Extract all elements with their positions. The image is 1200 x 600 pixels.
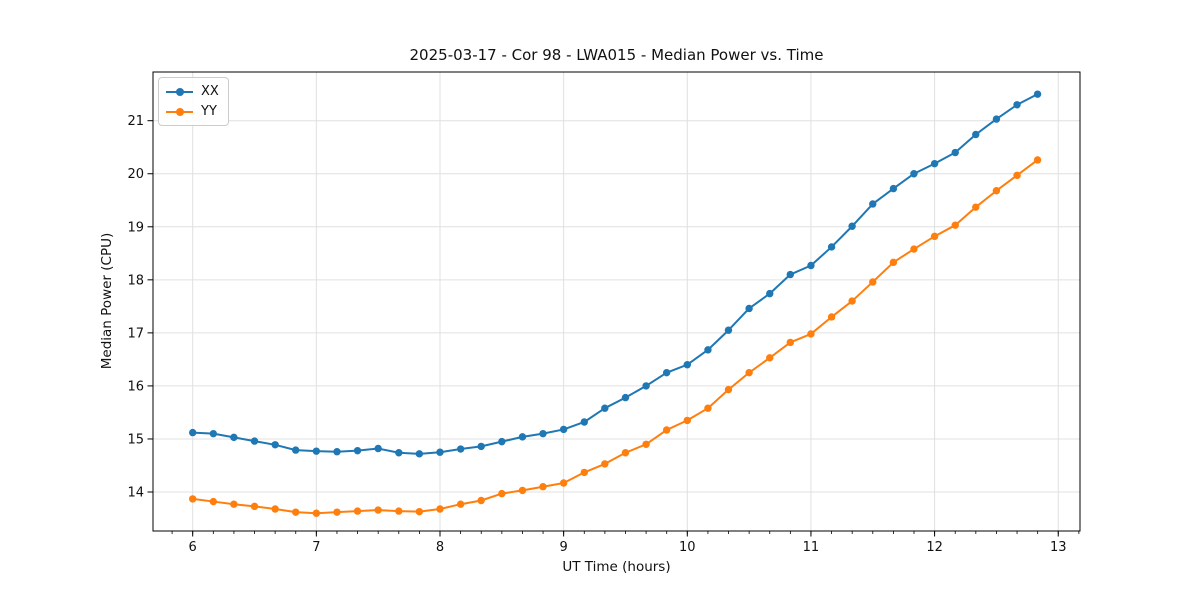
x-axis-label: UT Time (hours)	[562, 559, 671, 575]
y-axis-label: Median Power (CPU)	[99, 232, 115, 370]
axis-tick-labels: 6 7 8 9 10 11 12 13 14 15 16 17 18 19 20 21	[127, 114, 1066, 555]
legend-label-yy: YY	[201, 104, 217, 119]
x-tick-label: 9	[559, 540, 567, 555]
x-tick-label: 12	[926, 540, 943, 555]
axis-ticks	[147, 120, 1080, 537]
legend-item-xx: XX	[166, 84, 219, 99]
series-markers-yy	[188, 156, 1042, 517]
x-tick-label: 8	[436, 540, 444, 555]
legend-line-marker-icon	[166, 87, 193, 97]
legend-line-marker-icon	[166, 107, 193, 117]
legend-label-xx: XX	[201, 84, 219, 99]
y-tick-label: 15	[127, 432, 144, 447]
y-tick-label: 19	[127, 220, 144, 235]
series-line-yy	[191, 158, 1039, 515]
x-tick-label: 10	[679, 540, 696, 555]
x-tick-label: 11	[803, 540, 820, 555]
y-tick-label: 18	[127, 273, 144, 288]
x-tick-label: 7	[312, 540, 320, 555]
series-line-xx	[191, 93, 1039, 455]
legend-item-yy: YY	[166, 104, 219, 119]
series-markers-xx	[188, 90, 1042, 458]
legend: XX YY	[158, 77, 229, 126]
series-xx	[188, 90, 1042, 458]
y-tick-label: 20	[127, 167, 144, 182]
y-tick-label: 21	[127, 114, 144, 129]
axes-spines	[152, 71, 1081, 532]
x-tick-label: 6	[189, 540, 197, 555]
x-tick-label: 13	[1050, 540, 1067, 555]
y-tick-label: 17	[127, 326, 144, 341]
y-tick-label: 14	[127, 486, 144, 501]
y-tick-label: 16	[127, 379, 144, 394]
series-yy	[188, 156, 1042, 517]
grid-lines	[153, 72, 1080, 531]
chart-title: 2025-03-17 - Cor 98 - LWA015 - Median Po…	[409, 46, 824, 64]
